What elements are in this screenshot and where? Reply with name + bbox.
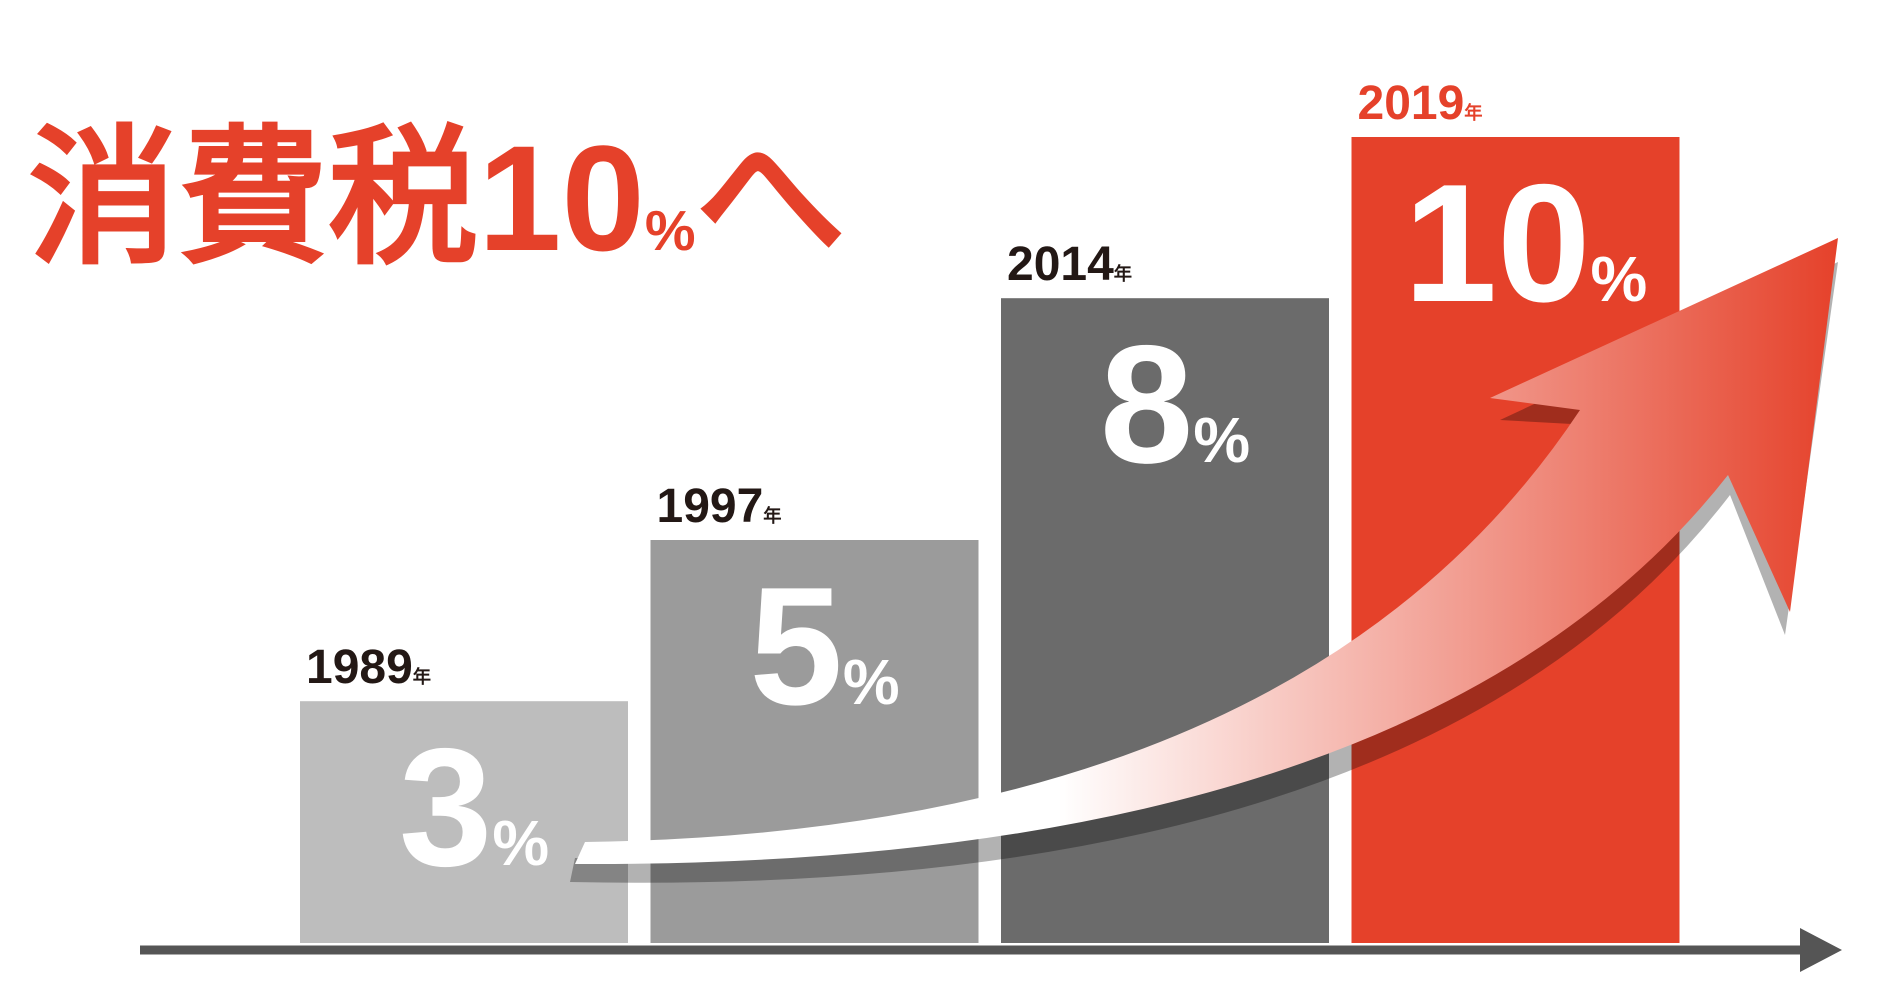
bars: 3% 1989年 5% 1997年 8% 2014年 10% 2019年 <box>300 77 1680 943</box>
trend-arrow-shadow <box>570 262 1838 883</box>
value-label: 3% <box>399 713 549 901</box>
category-label: 2019年 <box>1358 77 1483 130</box>
time-axis <box>140 928 1842 972</box>
chart-title: 消費税10%へ <box>28 114 846 282</box>
axis-arrowhead <box>1800 928 1842 972</box>
category-label: 1989年 <box>306 641 431 694</box>
category-label: 2014年 <box>1007 238 1132 291</box>
bar <box>650 540 979 943</box>
bar <box>300 701 628 943</box>
value-label: 5% <box>749 552 899 740</box>
trend-arrow <box>570 238 1838 883</box>
trend-arrow-body <box>575 238 1838 865</box>
value-label: 10% <box>1404 149 1648 337</box>
category-label: 1997年 <box>657 480 782 533</box>
value-label: 8% <box>1100 310 1250 498</box>
bar <box>1001 298 1329 943</box>
